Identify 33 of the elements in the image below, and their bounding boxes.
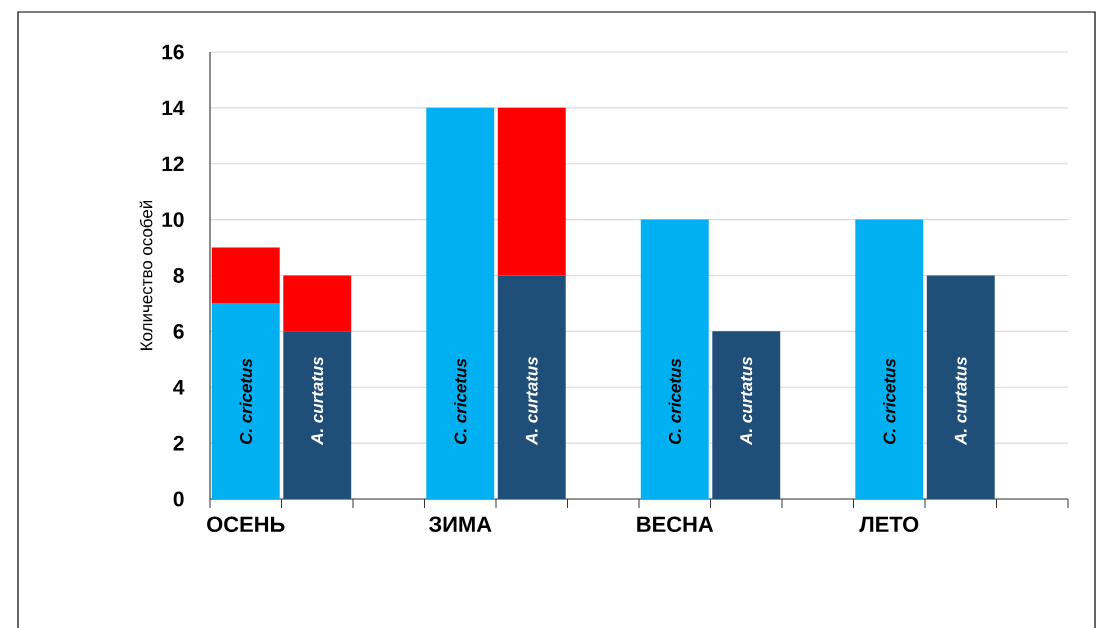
y-tick-label: 8	[173, 268, 184, 283]
bar	[855, 219, 924, 499]
bar	[211, 247, 280, 304]
bar	[426, 107, 495, 499]
x-tick-label: ВЕСНА	[637, 516, 714, 533]
data-label: A. curtatus	[311, 356, 324, 446]
bar	[497, 107, 566, 276]
bar	[926, 275, 995, 499]
y-tick-label: 6	[173, 323, 184, 339]
data-label: A. curtatus	[954, 356, 967, 446]
bar	[640, 219, 709, 499]
bar	[283, 275, 352, 332]
bar	[497, 275, 566, 499]
data-label: A. curtatus	[740, 356, 753, 446]
data-label: C. cricetus	[454, 358, 467, 444]
y-tick-label: 12	[162, 156, 184, 172]
data-label: C. cricetus	[668, 358, 681, 444]
x-tick-label: ЛЕТО	[859, 516, 919, 533]
bar	[712, 331, 781, 499]
y-tick-label: 4	[173, 380, 185, 395]
bar	[211, 303, 280, 499]
y-tick-label: 2	[173, 435, 184, 451]
bar	[283, 331, 352, 499]
x-tick-label: ОСЕНЬ	[207, 516, 285, 533]
y-tick-label: 10	[162, 212, 184, 228]
data-label: C. cricetus	[239, 358, 252, 444]
y-axis-title: Количество особей	[139, 200, 153, 350]
data-label: C. cricetus	[883, 358, 896, 444]
y-tick-label: 16	[162, 44, 184, 60]
data-label: A. curtatus	[525, 356, 538, 446]
x-tick-label: ЗИМА	[428, 516, 492, 533]
y-tick-label: 0	[173, 491, 184, 507]
y-tick-label: 14	[162, 100, 185, 116]
